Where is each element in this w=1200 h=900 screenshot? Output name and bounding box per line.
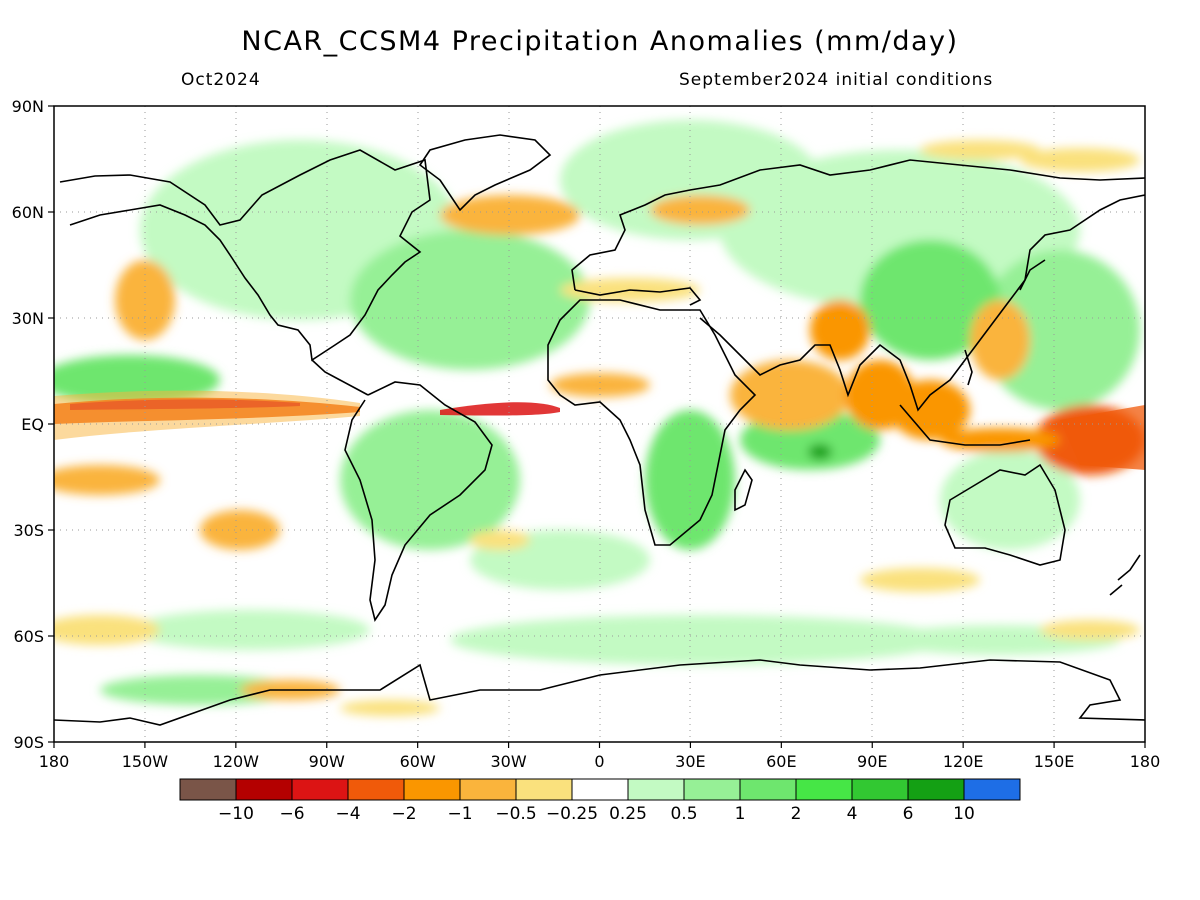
colorbar-label: 2 [791, 804, 802, 824]
lat-label: 90N [12, 97, 44, 116]
lat-label: EQ [21, 415, 44, 434]
lon-label: 30E [675, 752, 705, 771]
colorbar-swatch [571, 778, 629, 801]
colorbar-swatch [179, 778, 237, 801]
lon-label: 150E [1034, 752, 1075, 771]
colorbar-swatch [795, 778, 853, 801]
initial-conditions-label: September2024 initial conditions [679, 70, 994, 90]
colorbar-swatch [963, 778, 1021, 801]
colorbar-swatch [459, 778, 517, 801]
lon-label: 90W [309, 752, 345, 771]
colorbar-swatch [291, 778, 349, 801]
colorbar-label: 0.25 [609, 804, 647, 824]
colorbar-label: 0.5 [670, 804, 697, 824]
colorbar-label: −2 [391, 804, 416, 824]
colorbar-swatch [235, 778, 293, 801]
anomaly-shading [54, 106, 1145, 742]
colorbar-label: 4 [847, 804, 858, 824]
valid-month-label: Oct2024 [181, 70, 261, 90]
lon-label: 60E [766, 752, 796, 771]
colorbar-label: −10 [218, 804, 254, 824]
graticule [54, 106, 1145, 742]
axis-ticks [48, 105, 1146, 748]
colorbar-swatch [403, 778, 461, 801]
colorbar-swatch [515, 778, 573, 801]
chart-title: NCAR_CCSM4 Precipitation Anomalies (mm/d… [241, 26, 959, 57]
lon-label: 180 [39, 752, 70, 771]
colorbar-label: −0.5 [495, 804, 536, 824]
lon-label: 60W [400, 752, 436, 771]
colorbar-swatch [683, 778, 741, 801]
lon-label: 0 [594, 752, 604, 771]
colorbar-swatch [347, 778, 405, 801]
lon-label: 120W [213, 752, 260, 771]
latitude-labels: 90N 60N 30N EQ 30S 60S 90S [12, 97, 44, 752]
colorbar-swatch [739, 778, 797, 801]
lat-label: 90S [13, 733, 44, 752]
lat-label: 30S [13, 521, 44, 540]
lat-label: 30N [12, 309, 44, 328]
colorbar-label: 6 [903, 804, 914, 824]
colorbar-label: −4 [335, 804, 360, 824]
lat-label: 60S [13, 627, 44, 646]
colorbar-label: 10 [953, 804, 975, 824]
lon-label: 30W [490, 752, 526, 771]
lat-label: 60N [12, 203, 44, 222]
colorbar-label: −0.25 [546, 804, 598, 824]
colorbar-swatch [851, 778, 909, 801]
lon-label: 180 [1130, 752, 1161, 771]
longitude-labels: 180 150W 120W 90W 60W 30W 0 30E 60E 90E 120E 150E 18… [39, 752, 1161, 771]
coastlines [54, 134, 1145, 726]
lon-label: 120E [943, 752, 984, 771]
lon-label: 150W [122, 752, 169, 771]
colorbar-swatch [627, 778, 685, 801]
colorbar-label: −1 [447, 804, 472, 824]
colorbar-label: 1 [735, 804, 746, 824]
colorbar-label: −6 [279, 804, 304, 824]
colorbar-swatch [907, 778, 965, 801]
lon-label: 90E [857, 752, 887, 771]
colorbar: −10 −6 −4 −2 −1 −0.5 −0.25 0.25 0.5 1 2 4 6 10 [179, 778, 1021, 824]
